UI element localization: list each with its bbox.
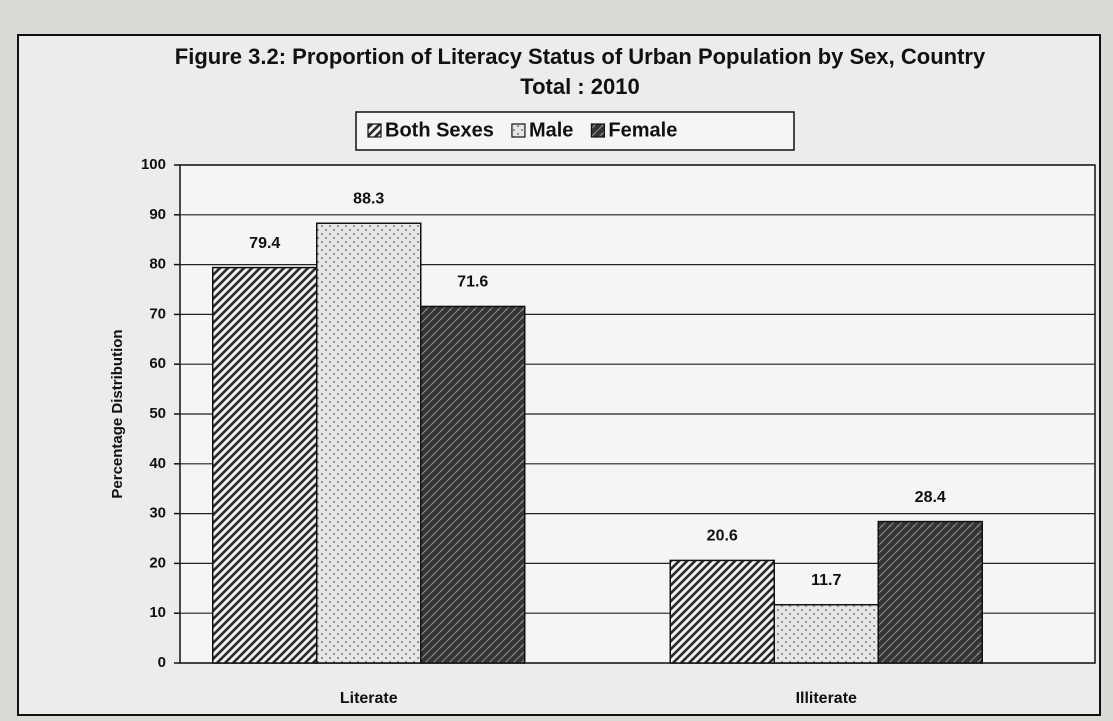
- data-label: 71.6: [457, 274, 488, 291]
- y-tick-label: 20: [149, 554, 166, 571]
- x-tick-label: Illiterate: [796, 690, 857, 707]
- x-tick-label: Literate: [340, 690, 398, 707]
- data-label: 11.7: [811, 572, 841, 589]
- y-tick-label: 80: [149, 256, 166, 273]
- chart-title: Figure 3.2: Proportion of Literacy Statu…: [174, 44, 986, 99]
- data-label: 20.6: [707, 528, 738, 545]
- bar: [669, 559, 775, 664]
- legend-label: Male: [529, 119, 573, 141]
- y-tick-label: 10: [149, 604, 166, 621]
- y-tick-label: 60: [149, 355, 166, 372]
- y-tick-label: 50: [149, 405, 166, 422]
- bar: [877, 520, 983, 664]
- bar: [316, 222, 422, 664]
- y-tick-label: 30: [149, 505, 166, 522]
- legend-swatch: [590, 123, 606, 138]
- y-tick-label: 0: [158, 654, 166, 671]
- data-label: 28.4: [915, 489, 946, 506]
- bar: [420, 305, 526, 664]
- data-label: 79.4: [249, 235, 280, 252]
- y-tick-label: 40: [149, 455, 166, 472]
- legend-swatch: [367, 123, 382, 138]
- y-tick-label: 70: [149, 305, 166, 322]
- bar: [212, 266, 318, 664]
- y-axis-label: Percentage Distribution: [109, 329, 126, 498]
- legend-box: [355, 111, 795, 151]
- legend-label: Female: [608, 119, 677, 141]
- legend-swatch: [511, 123, 526, 138]
- bar: [773, 603, 879, 664]
- data-label: 88.3: [353, 190, 384, 207]
- y-tick-label: 90: [149, 206, 166, 223]
- legend-label: Both Sexes: [385, 119, 494, 141]
- y-tick-label: 100: [141, 156, 166, 173]
